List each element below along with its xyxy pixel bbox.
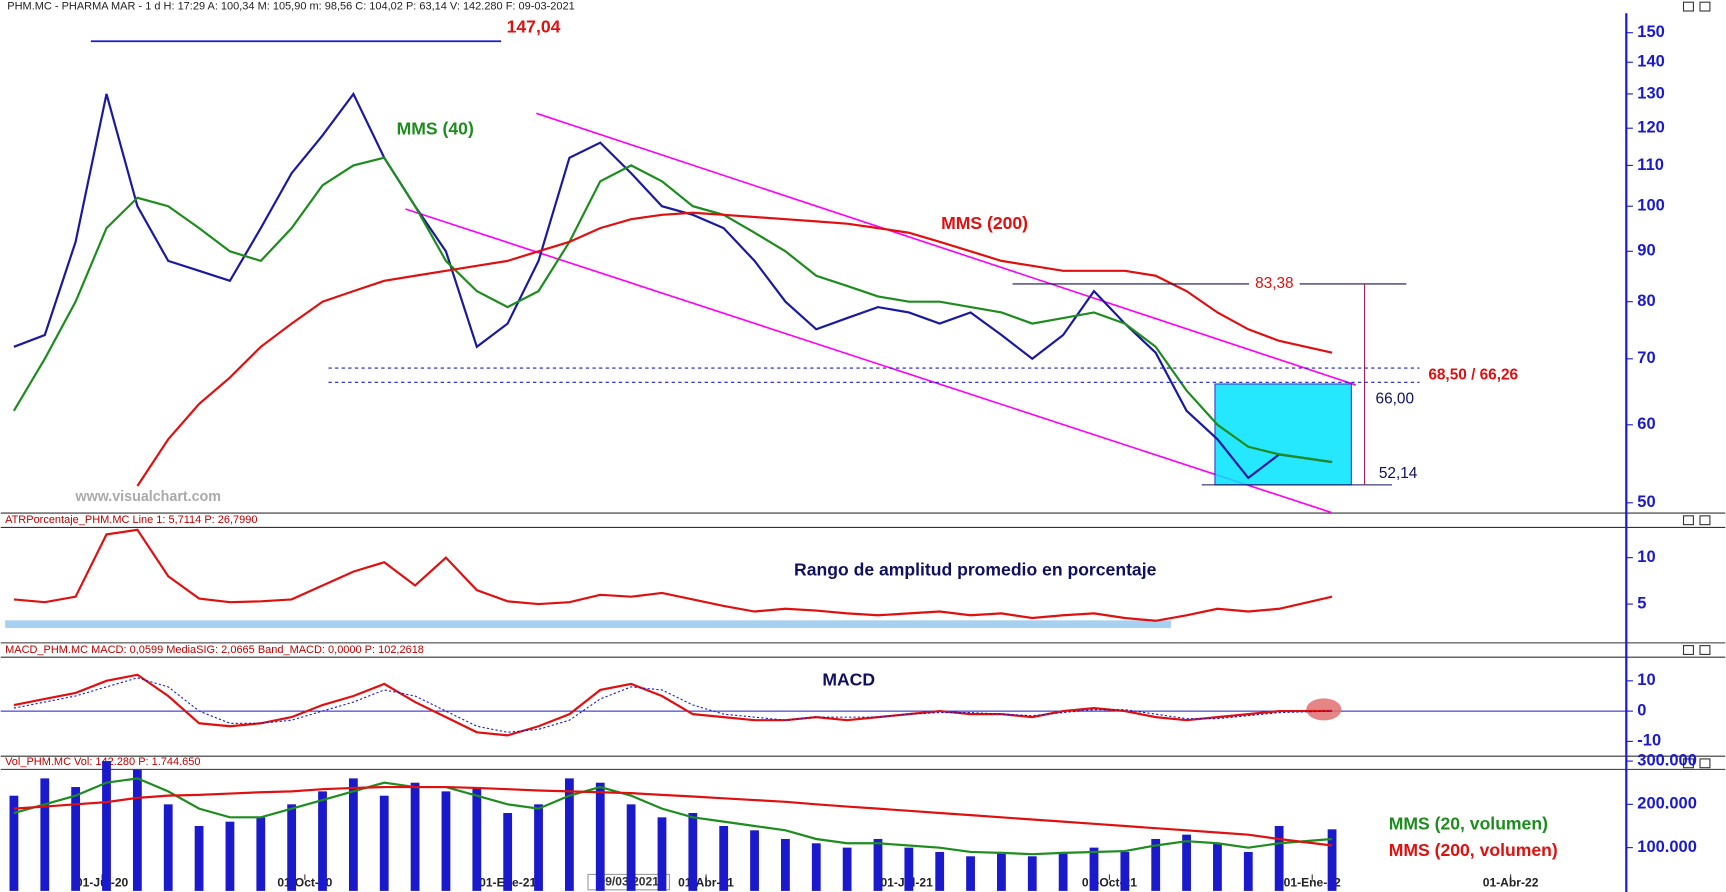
- x-tick-label: 01-Ene-22: [1284, 875, 1341, 889]
- annotation: Rango de amplitud promedio en porcentaje: [794, 559, 1157, 579]
- series-line: [12, 156, 1333, 464]
- legend-label: MMS (20, volumen): [1389, 814, 1548, 834]
- level-label: 68,50 / 66,26: [1428, 366, 1518, 383]
- legend-label: MMS (200, volumen): [1389, 840, 1558, 860]
- y-tick-label: 10: [1637, 548, 1655, 566]
- y-tick-label: 130: [1637, 84, 1665, 102]
- panel-title: MACD_PHM.MC MACD: 0,0599 MediaSIG: 2,066…: [5, 644, 424, 656]
- x-tick-label: 01-Abr-22: [1483, 875, 1539, 889]
- bar: [1120, 851, 1130, 891]
- y-tick-label: 80: [1637, 292, 1655, 310]
- series-line: [13, 677, 1333, 733]
- level-label: 66,00: [1376, 390, 1414, 407]
- bar: [472, 787, 482, 891]
- bar: [163, 804, 173, 891]
- bar: [194, 825, 204, 891]
- window-buttons[interactable]: [1682, 1, 1711, 769]
- bar: [1089, 847, 1099, 891]
- bar: [1243, 851, 1253, 891]
- bar: [811, 843, 821, 891]
- bar: [132, 769, 142, 891]
- bar: [410, 782, 420, 891]
- y-tick-label: 5: [1637, 594, 1646, 612]
- bar: [256, 817, 266, 891]
- bar: [719, 825, 729, 891]
- bar: [441, 791, 451, 891]
- bar: [318, 791, 327, 891]
- level-label: 52,14: [1379, 465, 1418, 482]
- y-tick-label: 100: [1637, 197, 1665, 215]
- bar: [1213, 843, 1222, 891]
- bar: [626, 804, 636, 891]
- y-tick-label: 200.000: [1637, 795, 1697, 813]
- bar: [9, 795, 19, 891]
- bar: [1274, 825, 1284, 891]
- y-tick-label: 150: [1637, 23, 1665, 41]
- range-box: [1214, 383, 1352, 486]
- macd-highlight: [1306, 698, 1342, 721]
- bar: [503, 813, 513, 891]
- trend-channel: [405, 112, 1357, 514]
- bar: [379, 795, 389, 891]
- y-tick-label: 60: [1637, 415, 1655, 433]
- y-tick-label: -10: [1637, 732, 1661, 750]
- bar: [40, 778, 50, 891]
- series-line: [13, 91, 1333, 480]
- bar: [287, 804, 297, 891]
- y-tick-label: 10: [1637, 671, 1655, 689]
- bar: [966, 856, 975, 891]
- series-line: [13, 528, 1333, 622]
- series-line: [13, 673, 1333, 737]
- y-tick-label: 50: [1637, 493, 1655, 511]
- bar: [997, 851, 1006, 891]
- atr-band: [5, 620, 1171, 629]
- panel-title: PHM.MC - PHARMA MAR - 1 d H: 17:29 A: 10…: [7, 1, 574, 13]
- level-label: 147,04: [507, 17, 561, 37]
- bar: [904, 847, 914, 891]
- bar: [1027, 856, 1037, 891]
- bar: [102, 761, 111, 891]
- y-tick-label: 70: [1637, 349, 1655, 367]
- bar: [935, 851, 945, 891]
- bar: [595, 782, 605, 891]
- y-tick-label: 90: [1637, 242, 1655, 260]
- annotation: MACD: [822, 669, 875, 689]
- label-bg: [1249, 275, 1300, 293]
- level-label: 83,38: [1255, 275, 1293, 292]
- bar: [225, 821, 235, 891]
- panel-title: ATRPorcentaje_PHM.MC Line 1: 5,7114 P: 2…: [5, 514, 257, 526]
- y-tick-label: 0: [1637, 701, 1646, 719]
- bar: [1058, 851, 1068, 891]
- y-tick-label: 300.000: [1637, 751, 1697, 769]
- series-line: [13, 785, 1333, 847]
- y-tick-label: 110: [1637, 156, 1664, 174]
- y-tick-label: 100.000: [1637, 838, 1697, 856]
- bar: [71, 787, 81, 891]
- bar: [534, 804, 543, 891]
- legend-label: MMS (200): [941, 213, 1028, 233]
- bar: [564, 778, 574, 891]
- separators: [0, 512, 1726, 770]
- bar: [657, 817, 667, 891]
- series-line: [136, 211, 1333, 487]
- bar: [873, 838, 883, 891]
- y-tick-label: 140: [1637, 53, 1665, 71]
- bar: [348, 778, 358, 891]
- bar: [1151, 838, 1161, 891]
- series-line: [13, 777, 1333, 856]
- bar: [842, 847, 852, 891]
- bar: [750, 830, 759, 891]
- legend-label: MMS (40): [397, 118, 474, 138]
- y-tick-label: 120: [1637, 119, 1665, 137]
- bar: [1327, 829, 1337, 891]
- bar: [1182, 834, 1191, 891]
- bar: [688, 813, 698, 891]
- watermark: www.visualchart.com: [74, 489, 221, 505]
- bar: [781, 838, 790, 891]
